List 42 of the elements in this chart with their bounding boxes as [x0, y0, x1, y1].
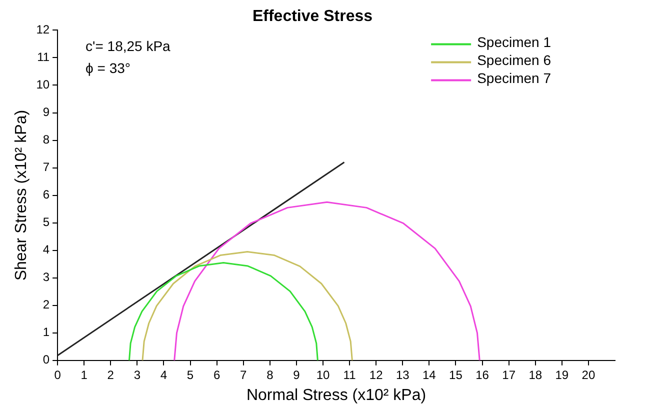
- x-tick-label: 18: [528, 368, 542, 382]
- x-tick-label: 0: [54, 368, 62, 382]
- y-tick-label: 6: [42, 188, 50, 202]
- x-tick-label: 13: [396, 368, 410, 382]
- x-tick-label: 17: [502, 368, 516, 382]
- y-tick-label: 11: [37, 50, 50, 64]
- y-tick-label: 0: [42, 352, 50, 367]
- x-tick-label: 19: [555, 368, 569, 382]
- chart-title: Effective Stress: [252, 8, 373, 26]
- x-tick-label: 12: [369, 368, 384, 382]
- x-tick-label: 5: [186, 368, 194, 382]
- y-tick-label: 5: [42, 215, 50, 230]
- y-tick-label: 2: [42, 298, 50, 312]
- x-axis-title: Normal Stress (x10² kPa): [246, 386, 426, 404]
- y-tick-label: 3: [42, 270, 50, 284]
- x-tick-label: 11: [343, 368, 356, 382]
- x-tick-label: 20: [582, 368, 596, 382]
- annotation: c'= 18,25 kPa: [86, 38, 171, 54]
- y-tick-label: 12: [36, 22, 50, 37]
- x-tick-label: 8: [266, 368, 274, 382]
- y-tick-label: 8: [42, 132, 50, 147]
- y-tick-label: 1: [42, 325, 50, 340]
- x-tick-label: 15: [449, 368, 463, 382]
- x-tick-label: 10: [316, 368, 330, 382]
- y-axis-title: Shear Stress (x10² kPa): [13, 110, 30, 281]
- y-tick-label: 7: [42, 160, 50, 174]
- x-tick-label: 3: [134, 368, 141, 382]
- x-tick-label: 7: [240, 368, 248, 382]
- legend-label: Specimen 1: [477, 34, 552, 50]
- legend-label: Specimen 6: [477, 52, 552, 68]
- x-tick-label: 2: [107, 368, 114, 382]
- annotation: ϕ = 33°: [86, 60, 131, 76]
- x-tick-label: 6: [213, 368, 220, 382]
- x-tick-label: 9: [293, 368, 300, 382]
- x-tick-label: 1: [80, 368, 88, 382]
- y-tick-label: 10: [36, 78, 50, 92]
- x-tick-label: 14: [422, 368, 436, 382]
- legend-label: Specimen 7: [477, 70, 552, 86]
- y-tick-label: 4: [42, 242, 50, 257]
- y-tick-label: 9: [42, 105, 50, 120]
- x-tick-label: 4: [160, 368, 168, 382]
- x-tick-label: 16: [476, 368, 490, 382]
